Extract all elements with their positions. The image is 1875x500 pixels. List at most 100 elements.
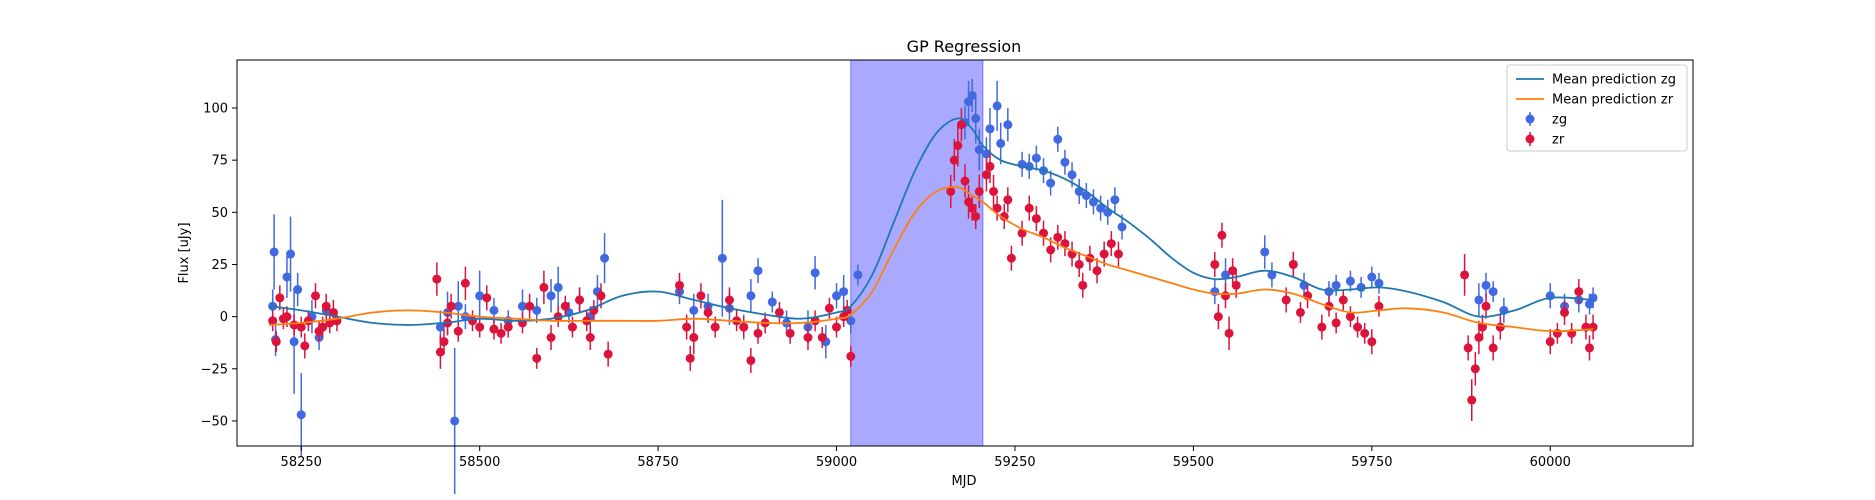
legend-swatch-marker <box>1525 114 1535 124</box>
data-point-zr <box>774 307 784 317</box>
data-point-zr <box>846 351 856 361</box>
data-point-zg <box>489 305 499 315</box>
y-axis-label: Flux [uJy] <box>177 222 192 283</box>
data-point-zg <box>996 138 1006 148</box>
data-point-zr <box>1099 249 1109 259</box>
data-point-zr <box>1281 295 1291 305</box>
data-point-zr <box>1046 245 1056 255</box>
data-point-zr <box>1228 266 1238 276</box>
x-tick-label: 59750 <box>1351 455 1392 470</box>
data-point-zr <box>999 211 1009 221</box>
line-Mean prediction zr <box>269 186 1594 333</box>
data-point-zg <box>1067 170 1077 180</box>
data-point-zr <box>496 328 506 338</box>
data-point-zg <box>974 145 984 155</box>
data-point-zr <box>1231 280 1241 290</box>
data-point-zr <box>318 322 328 332</box>
data-point-zg <box>1260 247 1270 257</box>
data-point-zg <box>1096 203 1106 213</box>
data-point-zr <box>1113 249 1123 259</box>
data-point-zr <box>460 278 470 288</box>
data-point-zr <box>739 322 749 332</box>
data-point-zr <box>992 203 1002 213</box>
data-point-zr <box>475 322 485 332</box>
data-point-zg <box>971 113 981 123</box>
data-point-zg <box>532 305 542 315</box>
data-point-zr <box>303 316 313 326</box>
data-point-zr <box>974 186 984 196</box>
data-point-zr <box>1331 318 1341 328</box>
data-point-zg <box>282 272 292 282</box>
data-point-zr <box>539 282 549 292</box>
data-point-zr <box>603 349 613 359</box>
data-point-zr <box>675 280 685 290</box>
data-point-zg <box>1117 222 1127 232</box>
data-point-zg <box>450 416 460 426</box>
series-zg <box>268 78 1598 494</box>
data-point-zr <box>1024 203 1034 213</box>
data-point-zr <box>453 326 463 336</box>
data-point-zr <box>268 316 278 326</box>
legend: Mean prediction zg Mean prediction zr zg zr <box>1506 64 1688 152</box>
x-tick-label: 58750 <box>637 455 678 470</box>
y-tick-label: 100 <box>203 101 228 116</box>
data-point-zg <box>1003 120 1013 130</box>
data-point-zr <box>1338 295 1348 305</box>
data-point-zr <box>1460 270 1470 280</box>
x-axis-label: MJD <box>951 474 976 489</box>
line-Mean prediction zg <box>268 117 1594 326</box>
data-point-zg <box>1374 278 1384 288</box>
legend-swatch-marker <box>1525 134 1535 144</box>
data-point-zg <box>1488 287 1498 297</box>
chart-title: GP Regression <box>907 37 1022 56</box>
data-point-zr <box>1345 312 1355 322</box>
data-point-zr <box>300 341 310 351</box>
data-point-zg <box>1367 272 1377 282</box>
data-point-zg <box>767 297 777 307</box>
data-point-zg <box>546 291 556 301</box>
data-point-zg <box>753 266 763 276</box>
data-point-zr <box>785 328 795 338</box>
data-point-zr <box>946 186 956 196</box>
data-point-zg <box>1588 293 1598 303</box>
data-point-zr <box>1217 230 1227 240</box>
plot-area: 58250 58500 58750 59000 59250 59500 59750 60000… <box>201 59 1694 494</box>
data-point-zr <box>1585 343 1595 353</box>
data-point-zr <box>1221 291 1231 301</box>
data-point-zg <box>453 301 463 311</box>
data-point-zr <box>1295 307 1305 317</box>
data-point-zr <box>446 301 456 311</box>
data-point-zr <box>1481 301 1491 311</box>
data-point-zr <box>532 353 542 363</box>
data-point-zr <box>1078 280 1088 290</box>
x-tick-label: 58500 <box>459 455 500 470</box>
data-point-zg <box>269 247 279 257</box>
data-point-zr <box>1463 343 1473 353</box>
data-point-zr <box>1574 287 1584 297</box>
data-point-zr <box>753 328 763 338</box>
data-point-zg <box>1053 134 1063 144</box>
data-point-zg <box>717 253 727 263</box>
data-point-zr <box>1367 337 1377 347</box>
data-point-zr <box>1477 322 1487 332</box>
data-point-zg <box>967 90 977 100</box>
data-point-zr <box>275 293 285 303</box>
data-point-zr <box>596 291 606 301</box>
data-point-zg <box>1031 153 1041 163</box>
data-point-zr <box>432 274 442 284</box>
data-point-zr <box>689 333 699 343</box>
data-point-zr <box>803 333 813 343</box>
data-point-zr <box>1470 364 1480 374</box>
data-point-zr <box>489 324 499 334</box>
legend-entry-label: Mean prediction zg <box>1552 73 1676 88</box>
data-point-zr <box>567 322 577 332</box>
data-point-zg <box>600 253 610 263</box>
data-point-zg <box>846 316 856 326</box>
data-point-zr <box>1074 259 1084 269</box>
data-point-zg <box>553 282 563 292</box>
legend-entry-label: Mean prediction zr <box>1552 93 1674 108</box>
data-point-zr <box>1552 328 1562 338</box>
data-point-zr <box>1545 337 1555 347</box>
data-point-zr <box>1560 307 1570 317</box>
